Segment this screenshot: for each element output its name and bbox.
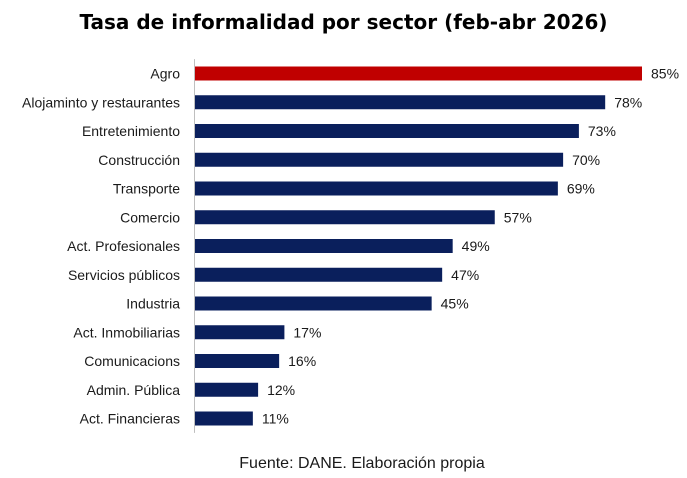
- category-label-admin-publica: Admin. Pública: [87, 382, 181, 398]
- category-label-act-profesionales: Act. Profesionales: [67, 238, 180, 254]
- value-label-comercio: 57%: [504, 209, 532, 225]
- category-label-construccion: Construcción: [98, 152, 180, 168]
- bars: [195, 66, 642, 426]
- chart-source: Fuente: DANE. Elaboración propia: [239, 455, 485, 472]
- category-label-agro: Agro: [150, 66, 180, 82]
- category-label-servicios-publicos: Servicios públicos: [68, 267, 180, 283]
- value-label-comunicacions: 16%: [288, 353, 316, 369]
- value-label-act-financieras: 11%: [262, 411, 289, 427]
- category-label-transporte: Transporte: [113, 181, 180, 197]
- value-label-admin-publica: 12%: [267, 382, 295, 398]
- bar-act-financieras: [195, 411, 253, 426]
- bar-act-profesionales: [195, 239, 453, 253]
- bar-construccion: [195, 152, 564, 167]
- category-label-comercio: Comercio: [120, 209, 180, 225]
- category-label-entretenimiento: Entretenimiento: [82, 123, 180, 139]
- category-label-comunicacions: Comunicacions: [84, 353, 180, 369]
- bar-admin-publica: [195, 382, 259, 397]
- value-label-entretenimiento: 73%: [588, 123, 616, 139]
- category-label-industria: Industria: [126, 296, 180, 312]
- category-label-act-inmobiliarias: Act. Inmobiliarias: [73, 324, 180, 340]
- bar-act-inmobiliarias: [195, 325, 285, 340]
- bar-servicios-publicos: [195, 267, 443, 282]
- category-label-alojaminto-y-restaurantes: Alojaminto y restaurantes: [22, 94, 180, 110]
- bar-transporte: [195, 181, 558, 196]
- value-labels: 85% 78% 73% 70% 69% 57% 49% 47% 45% 17% 16% 12% 11%: [262, 66, 679, 427]
- value-label-act-inmobiliarias: 17%: [293, 324, 321, 340]
- category-label-act-financieras: Act. Financieras: [80, 411, 180, 427]
- value-label-agro: 85%: [651, 66, 679, 82]
- bar-alojaminto-y-restaurantes: [195, 95, 606, 110]
- bar-comunicacions: [195, 354, 280, 368]
- category-labels: Agro Alojaminto y restaurantes Entretenimi…: [22, 66, 180, 427]
- bar-industria: [195, 296, 432, 311]
- value-label-act-profesionales: 49%: [462, 238, 490, 254]
- value-label-servicios-publicos: 47%: [451, 267, 479, 283]
- value-label-alojaminto-y-restaurantes: 78%: [614, 94, 642, 110]
- bar-comercio: [195, 210, 495, 225]
- chart-title: Tasa de informalidad por sector (feb-abr…: [79, 10, 608, 34]
- value-label-construccion: 70%: [572, 152, 600, 168]
- bar-entretenimiento: [195, 124, 579, 138]
- value-label-transporte: 69%: [567, 181, 595, 197]
- value-label-industria: 45%: [441, 296, 469, 312]
- bar-agro: [195, 66, 642, 81]
